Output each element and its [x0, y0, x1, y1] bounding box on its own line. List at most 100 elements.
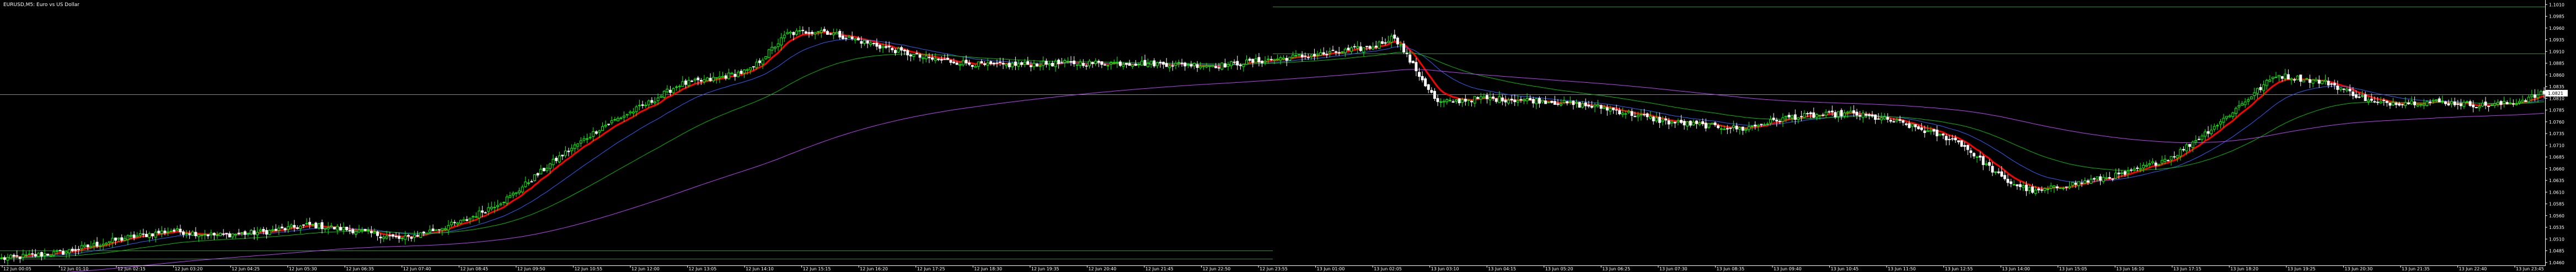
- candle-body: [253, 230, 256, 235]
- candle-body: [2450, 101, 2454, 104]
- candle-body: [1929, 130, 1932, 132]
- candle-body: [114, 237, 117, 241]
- candle-body: [1636, 115, 1640, 118]
- horizontal-levels: [0, 7, 2546, 259]
- candle-body: [2493, 103, 2497, 106]
- candle-body: [234, 234, 237, 236]
- candle-body: [1236, 61, 1239, 66]
- candle-body: [2253, 92, 2256, 96]
- moving-average-line[interactable]: [1, 52, 2545, 259]
- candle-body: [392, 234, 394, 237]
- candle-body: [410, 237, 413, 239]
- time-tick-label: 12 Jun 19:35: [1031, 266, 1059, 271]
- candle-body: [58, 250, 62, 252]
- candle-body: [1544, 100, 1547, 104]
- candle-body: [826, 31, 829, 35]
- candle-body: [413, 234, 416, 238]
- price-tick-label: 1.0635: [2549, 178, 2564, 183]
- moving-average-line[interactable]: [2, 69, 2545, 272]
- candle-body: [1926, 130, 1929, 132]
- candle-body: [1572, 100, 1575, 105]
- candle-body: [2034, 189, 2037, 194]
- moving-averages: [1, 31, 2545, 272]
- candle-body: [885, 46, 888, 48]
- candles[interactable]: [0, 26, 2546, 265]
- candle-body: [625, 114, 629, 116]
- candle-body: [617, 118, 619, 121]
- moving-average-line[interactable]: [1, 31, 2545, 259]
- moving-average-line[interactable]: [1, 39, 2545, 259]
- candle-body: [296, 227, 299, 229]
- candle-body: [456, 222, 459, 225]
- candle-body: [841, 35, 844, 39]
- candle-body: [1310, 55, 1313, 57]
- candle-body: [2188, 144, 2191, 147]
- candle-body: [1193, 63, 1196, 66]
- candle-body: [1091, 62, 1094, 64]
- candle-body: [1630, 111, 1634, 116]
- candle-body: [2086, 180, 2090, 183]
- candle-body: [2213, 126, 2216, 130]
- candle-body: [1997, 171, 2000, 173]
- candle-body: [2321, 81, 2324, 84]
- candle-body: [1211, 65, 1214, 67]
- candle-body: [2049, 185, 2053, 189]
- candle-body: [1079, 61, 1082, 66]
- candle-body: [65, 251, 68, 254]
- candle-body: [1353, 46, 1356, 47]
- candle-body: [1695, 120, 1698, 124]
- candle-body: [1658, 116, 1661, 123]
- candle-body: [2207, 131, 2210, 134]
- candle-body: [2376, 102, 2379, 103]
- candle-body: [154, 232, 157, 238]
- candle-body: [1060, 62, 1063, 63]
- candle-body: [2515, 104, 2518, 105]
- candle-body: [345, 226, 349, 231]
- candle-body: [2521, 100, 2524, 103]
- candle-body: [934, 58, 937, 61]
- time-tick-label: 13 Jun 22:40: [2459, 266, 2487, 271]
- price-tick-label: 1.0660: [2549, 167, 2564, 172]
- candle-body: [1772, 118, 1775, 120]
- candle-body: [786, 32, 789, 34]
- candle-body: [946, 57, 949, 60]
- candle-body: [533, 174, 537, 181]
- candle-body: [1599, 105, 1603, 109]
- candle-body: [2293, 79, 2296, 81]
- candle-body: [1642, 114, 1646, 115]
- candle-body: [576, 143, 580, 147]
- candle-body: [1935, 130, 1938, 136]
- candle-body: [2358, 97, 2361, 98]
- candle-body: [598, 130, 601, 133]
- candle-body: [1396, 38, 1399, 45]
- candle-body: [1005, 63, 1008, 66]
- candle-body: [1442, 101, 1445, 103]
- time-tick-label: 13 Jun 08:35: [1716, 266, 1744, 271]
- candle-body: [2068, 186, 2071, 188]
- candle-body: [1464, 99, 1467, 102]
- candle-body: [2145, 164, 2148, 167]
- candle-body: [1177, 62, 1181, 63]
- candle-body: [80, 245, 83, 249]
- candle-body: [2398, 103, 2401, 106]
- candle-body: [1661, 120, 1664, 122]
- candle-body: [1769, 119, 1772, 124]
- candle-body: [447, 225, 450, 231]
- candle-body: [879, 45, 881, 49]
- candle-body: [1291, 55, 1294, 58]
- candle-body: [2157, 164, 2161, 166]
- candle-body: [2339, 87, 2342, 90]
- candle-body: [1455, 99, 1458, 102]
- candle-body: [1904, 123, 1908, 125]
- price-tick-label: 1.0485: [2549, 249, 2564, 254]
- candle-body: [992, 62, 995, 65]
- candle-body: [727, 72, 731, 79]
- candle-body: [43, 253, 46, 257]
- candle-body: [1760, 124, 1763, 125]
- candle-body: [718, 76, 721, 79]
- candle-body: [348, 230, 351, 231]
- candle-body: [2154, 162, 2157, 166]
- candle-body: [2296, 76, 2299, 81]
